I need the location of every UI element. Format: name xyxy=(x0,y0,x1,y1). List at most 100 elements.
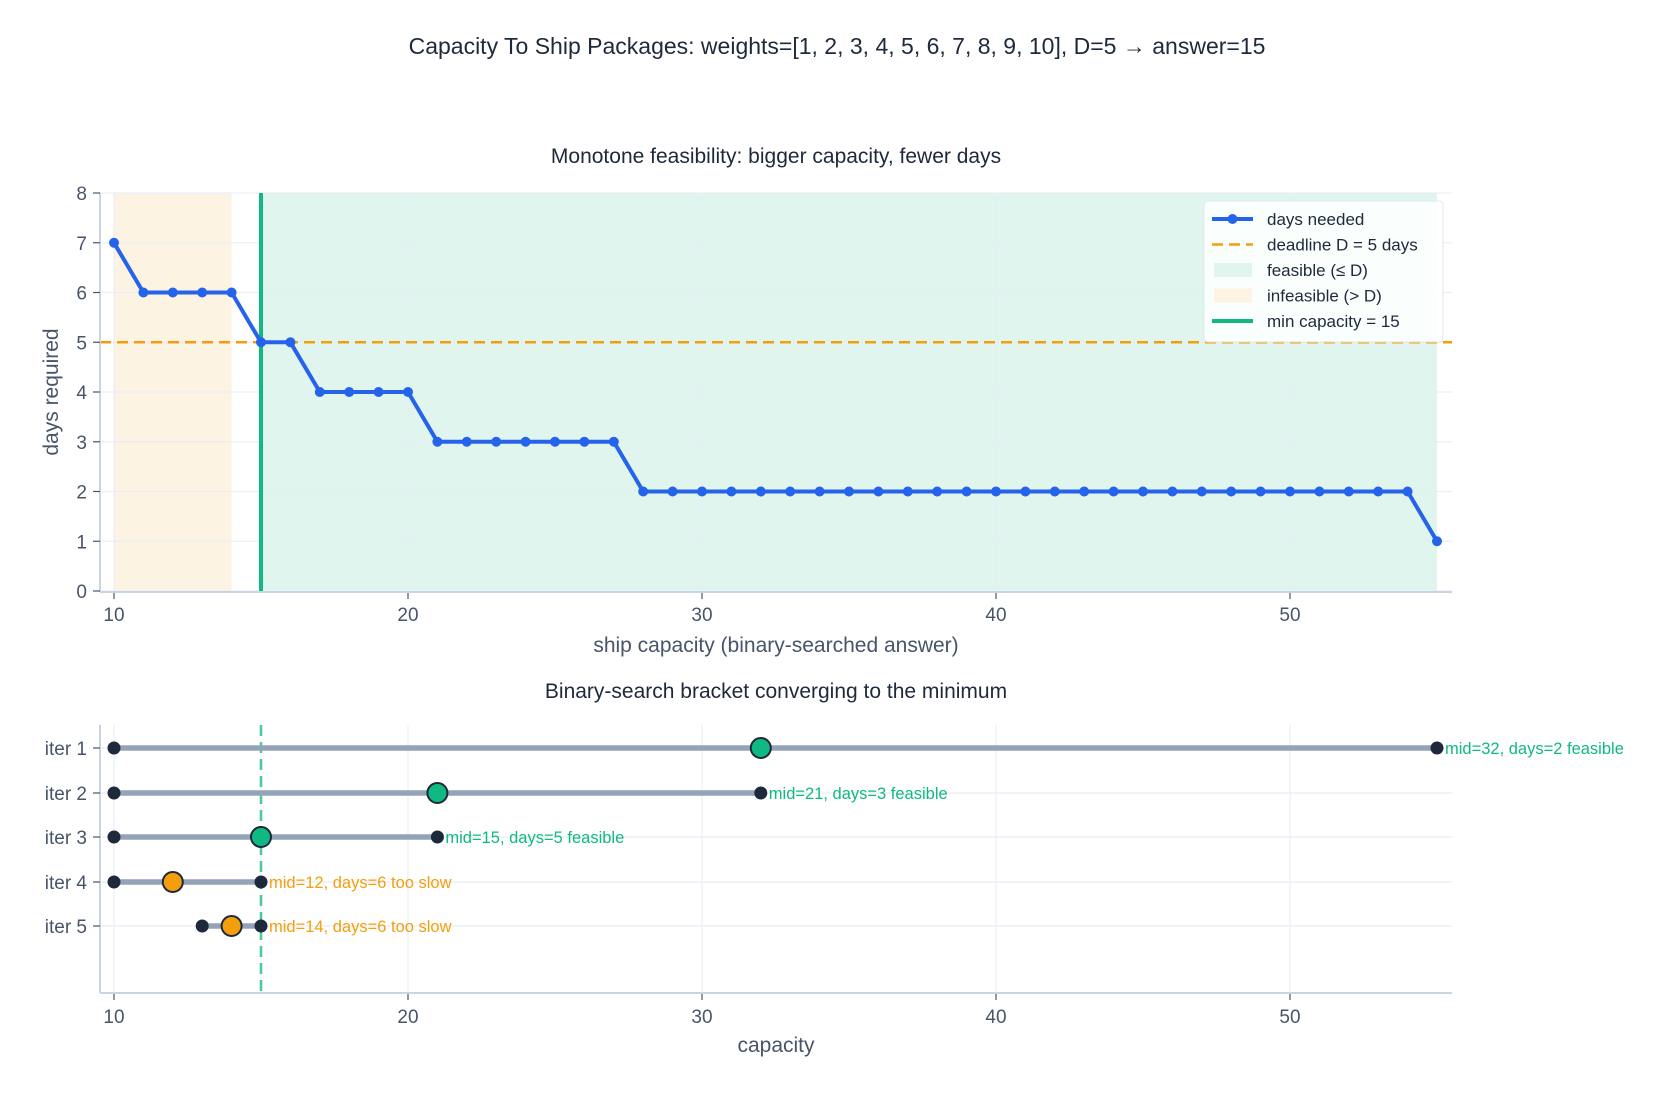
data-point xyxy=(755,486,766,497)
days-needed-line xyxy=(112,241,1439,543)
data-point xyxy=(314,387,325,397)
legend-label: min capacity = 15 xyxy=(1267,312,1400,331)
legend-marker-icon xyxy=(1227,214,1238,224)
bracket-row-3: mid=15, days=5 feasible xyxy=(107,826,624,848)
hi-endpoint xyxy=(430,830,444,844)
data-point xyxy=(1343,486,1354,497)
data-point xyxy=(1108,486,1119,497)
data-point xyxy=(461,436,472,447)
lo-endpoint xyxy=(107,830,121,844)
data-point xyxy=(814,486,825,497)
data-point xyxy=(109,237,119,248)
data-point xyxy=(1373,486,1384,497)
legend-patch-icon xyxy=(1214,263,1252,277)
feasibility-title: Monotone feasibility: bigger capacity, f… xyxy=(551,145,1001,168)
y-tick-label: 8 xyxy=(76,184,87,205)
data-point xyxy=(873,486,884,497)
iteration-label: iter 3 xyxy=(45,828,87,849)
y-tick-label: 0 xyxy=(76,582,87,603)
tick-labels: iter 1 iter 2 iter 3 iter 4 iter 5 10 20 30 40 50 xyxy=(45,739,1301,1028)
legend-box xyxy=(1203,200,1444,343)
bracket-row-5: mid=14, days=6 too slow xyxy=(195,915,452,937)
lo-endpoint xyxy=(195,919,209,933)
y-tick-label: 3 xyxy=(76,433,87,454)
mid-annotation: mid=21, days=3 feasible xyxy=(769,785,948,803)
lo-endpoint xyxy=(107,875,121,889)
x-tick-label: 40 xyxy=(985,605,1006,626)
data-point xyxy=(1020,486,1031,497)
mid-annotation: mid=14, days=6 too slow xyxy=(269,918,452,936)
data-point xyxy=(138,287,149,298)
data-point xyxy=(373,387,384,397)
data-point xyxy=(608,436,619,447)
hi-endpoint xyxy=(754,786,768,800)
bracket-row-2: mid=21, days=3 feasible xyxy=(107,782,948,804)
data-point xyxy=(697,486,707,497)
data-point xyxy=(1402,486,1413,497)
bracket-axes: Binary-search bracket converging to the … xyxy=(45,680,1624,1057)
data-point xyxy=(1079,486,1090,497)
x-tick-label: 30 xyxy=(691,605,712,626)
legend-patch-icon xyxy=(1214,288,1252,303)
data-point xyxy=(197,287,208,298)
y-tick-label: 7 xyxy=(76,234,87,255)
data-point xyxy=(1255,486,1266,497)
data-point xyxy=(1049,486,1060,497)
tick-labels: 0 1 2 3 4 5 6 7 8 10 20 30 40 50 xyxy=(76,184,1300,626)
y-tick-label: 6 xyxy=(76,284,87,305)
data-point xyxy=(579,436,590,447)
axes-spines xyxy=(99,725,1452,994)
x-tick-label: 50 xyxy=(1279,1007,1300,1028)
bracket-row-1: mid=32, days=2 feasible xyxy=(107,737,1624,759)
data-point xyxy=(1138,486,1148,497)
mid-marker xyxy=(426,782,449,804)
data-point xyxy=(1314,486,1325,497)
data-point xyxy=(1226,486,1237,497)
x-tick-label: 20 xyxy=(397,1007,418,1028)
feasibility-axes: Monotone feasibility: bigger capacity, f… xyxy=(40,145,1452,657)
lo-endpoint xyxy=(107,786,121,800)
feasibility-ylabel: days required xyxy=(40,328,63,455)
feasibility-xlabel: ship capacity (binary-searched answer) xyxy=(593,634,958,657)
data-point xyxy=(961,486,972,497)
mid-marker xyxy=(250,826,272,848)
iteration-label: iter 1 xyxy=(45,739,87,760)
y-tick-label: 4 xyxy=(76,383,87,404)
legend-label: feasible (≤ D) xyxy=(1267,261,1368,280)
data-point xyxy=(256,337,266,348)
hi-endpoint xyxy=(254,919,268,933)
mid-annotation: mid=32, days=2 feasible xyxy=(1445,740,1624,758)
grid xyxy=(100,725,1452,993)
data-point xyxy=(491,436,502,447)
mid-annotation: mid=12, days=6 too slow xyxy=(269,874,452,892)
hi-endpoint xyxy=(1430,741,1444,755)
data-point xyxy=(520,436,531,447)
x-tick-label: 10 xyxy=(103,1007,124,1028)
legend-label: deadline D = 5 days xyxy=(1267,236,1418,255)
iteration-label: iter 2 xyxy=(45,784,87,805)
x-tick-label: 20 xyxy=(397,605,418,626)
y-tick-label: 2 xyxy=(76,483,87,504)
data-point xyxy=(667,486,678,497)
bracket-title: Binary-search bracket converging to the … xyxy=(545,680,1007,703)
mid-annotation: mid=15, days=5 feasible xyxy=(445,829,624,847)
data-point xyxy=(1432,536,1442,547)
data-point xyxy=(550,436,560,447)
mid-marker xyxy=(161,871,184,893)
mid-marker xyxy=(220,915,243,937)
legend-label: days needed xyxy=(1267,210,1364,229)
bracket-rows: mid=32, days=2 feasible mid=21, days=3 fe… xyxy=(107,725,1624,993)
data-point xyxy=(844,486,854,497)
mid-marker xyxy=(749,737,772,759)
data-point xyxy=(638,486,649,497)
data-point xyxy=(344,387,355,397)
data-point xyxy=(1285,486,1295,497)
hi-endpoint xyxy=(254,875,268,889)
x-tick-label: 30 xyxy=(691,1007,712,1028)
data-point xyxy=(167,287,178,298)
data-point xyxy=(785,486,796,497)
data-point xyxy=(991,486,1001,497)
data-point xyxy=(726,486,737,497)
